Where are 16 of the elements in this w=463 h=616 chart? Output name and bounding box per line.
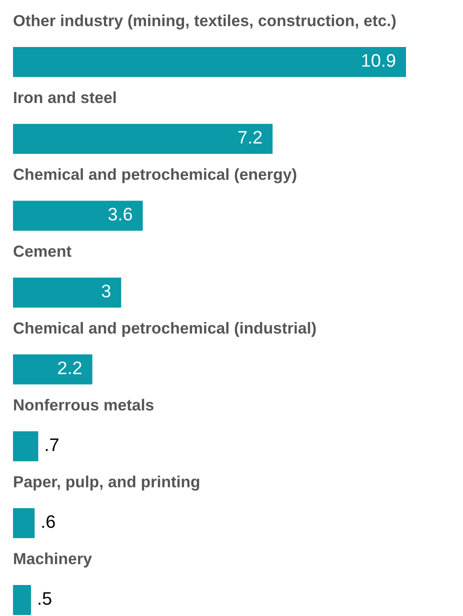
data-label: .5 bbox=[38, 592, 52, 605]
data-label: 3.6 bbox=[108, 208, 132, 221]
data-label: 3 bbox=[102, 284, 110, 298]
data-label: 10.9 bbox=[362, 54, 396, 67]
y-tick-label: Other industry (mining, textiles, construction, etc.) bbox=[14, 14, 396, 30]
data-label: .6 bbox=[42, 515, 55, 528]
data-label: .7 bbox=[46, 438, 58, 451]
y-tick-label: Iron and steel bbox=[14, 91, 116, 104]
y-tick-label: Chemical and petrochemical (industrial) bbox=[14, 322, 316, 337]
data-label: 2.2 bbox=[58, 361, 82, 374]
y-tick-label: Machinery bbox=[14, 552, 92, 568]
y-tick-label: Chemical and petrochemical (energy) bbox=[14, 168, 296, 184]
y-tick-label: Cement bbox=[14, 246, 72, 257]
y-tick-label: Nonferrous metals bbox=[14, 398, 154, 411]
data-label: 7.2 bbox=[238, 130, 262, 144]
y-tick-label: Paper, pulp, and printing bbox=[14, 476, 200, 491]
